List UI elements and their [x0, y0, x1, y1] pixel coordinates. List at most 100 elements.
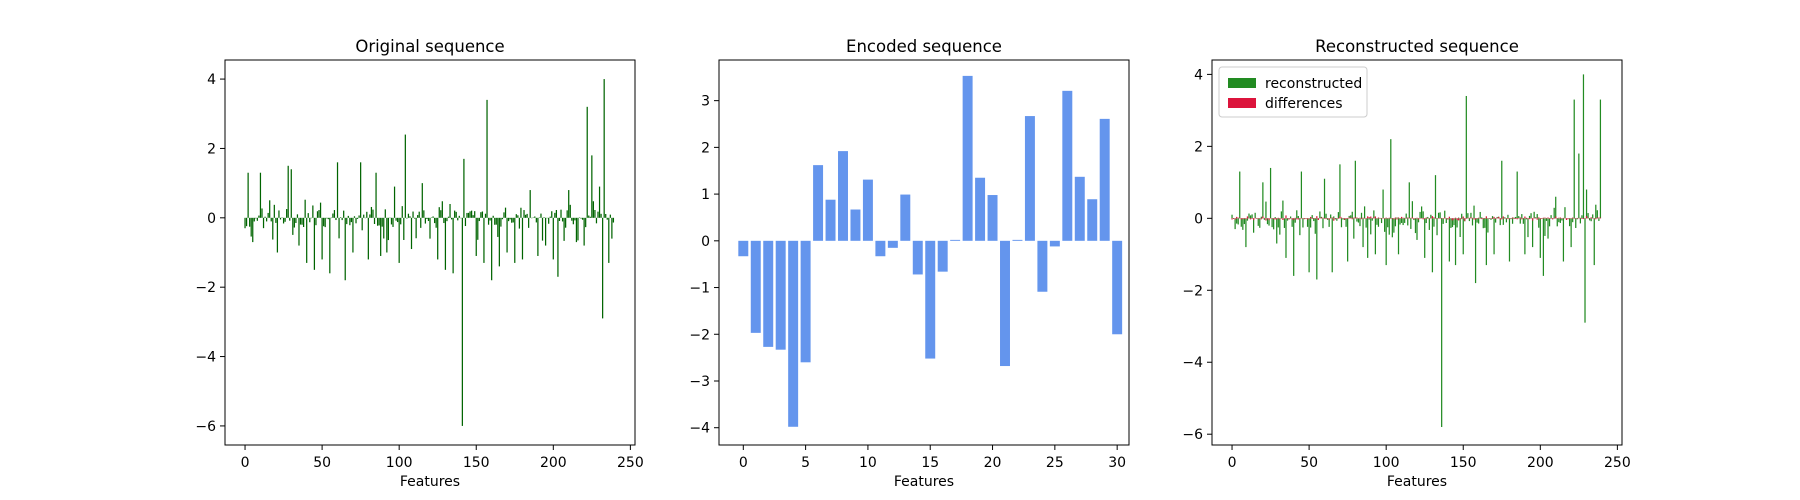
bar-0: [738, 240, 749, 257]
bar-reconstructed-22: [1265, 201, 1267, 219]
bar-differences-208: [1552, 218, 1554, 220]
bar-differences-169: [1491, 218, 1494, 219]
bar-36: [299, 217, 302, 225]
bar-60: [336, 162, 339, 218]
bar-differences-56: [1317, 218, 1319, 221]
bar-154: [481, 211, 484, 218]
bar-111: [415, 217, 417, 239]
bar-differences-110: [1400, 216, 1403, 219]
bar-204: [558, 217, 561, 221]
bar-68: [349, 217, 351, 226]
bar-reconstructed-32: [1280, 211, 1282, 219]
bar-66: [346, 217, 348, 225]
bar-reconstructed-100: [1385, 218, 1387, 266]
bar-172: [509, 217, 511, 220]
bar-178: [518, 217, 521, 229]
bar-reconstructed-45: [1300, 171, 1303, 219]
y-tick-label: 2: [1194, 139, 1203, 155]
x-tick-label: 10: [859, 455, 877, 471]
bar-differences-20: [1262, 216, 1264, 219]
bar-reconstructed-198: [1536, 214, 1538, 219]
bar-156: [484, 213, 487, 218]
bar-differences-58: [1320, 217, 1323, 219]
bar-5: [252, 217, 254, 243]
bar-38: [302, 217, 305, 228]
bar-differences-102: [1388, 217, 1390, 219]
bar-13: [900, 194, 911, 241]
bar-25: [282, 217, 285, 224]
bar-differences-24: [1268, 218, 1270, 221]
bar-103: [403, 217, 405, 240]
bar-differences-114: [1407, 217, 1409, 219]
bar-differences-41: [1294, 217, 1296, 219]
bar-34: [296, 214, 299, 218]
bar-reconstructed-227: [1581, 215, 1583, 219]
bar-reconstructed-174: [1499, 218, 1501, 226]
bar-71: [353, 216, 356, 218]
bar-reconstructed-158: [1474, 218, 1477, 284]
bar-reconstructed-238: [1598, 218, 1600, 221]
bar-135: [452, 217, 454, 274]
bar-differences-33: [1282, 218, 1284, 221]
bar-122: [432, 216, 434, 218]
bar-234: [605, 213, 607, 218]
bar-reconstructed-129: [1430, 214, 1432, 219]
bar-reconstructed-19: [1260, 216, 1262, 219]
bar-reconstructed-124: [1422, 211, 1424, 219]
bar-reconstructed-78: [1351, 211, 1353, 219]
x-axis-label: Features: [894, 474, 954, 490]
bar-reconstructed-74: [1345, 218, 1347, 227]
bar-differences-187: [1519, 217, 1521, 219]
bar-reconstructed-226: [1579, 218, 1581, 224]
bar-15: [267, 212, 269, 218]
y-tick-label: −2: [1182, 283, 1203, 299]
bar-181: [523, 210, 525, 218]
plot-area: [244, 79, 615, 426]
bar-108: [410, 217, 413, 250]
bar-225: [591, 155, 593, 218]
bar-95: [390, 217, 393, 225]
bar-7: [825, 199, 836, 241]
bar-reconstructed-153: [1467, 213, 1469, 219]
bar-221: [585, 217, 587, 228]
bar-49: [319, 202, 322, 218]
bar-reconstructed-63: [1328, 218, 1330, 227]
bar-reconstructed-90: [1370, 218, 1372, 235]
bar-26: [1062, 90, 1073, 241]
bar-reconstructed-175: [1501, 160, 1503, 219]
bar-90: [383, 217, 385, 239]
bar-99: [397, 217, 399, 223]
bar-197: [548, 217, 550, 224]
bar-reconstructed-110: [1400, 218, 1403, 223]
bar-237: [609, 214, 611, 218]
bar-reconstructed-95: [1377, 218, 1380, 227]
bar-143: [464, 217, 467, 227]
bar-202: [555, 209, 558, 218]
bar-differences-19: [1260, 218, 1262, 220]
bar-63: [341, 217, 343, 221]
axes-frame: [224, 59, 636, 446]
bar-128: [441, 201, 443, 218]
bar-reconstructed-178: [1505, 218, 1508, 223]
bar-differences-236: [1595, 218, 1597, 220]
bar-differences-170: [1493, 216, 1495, 219]
bar-differences-55: [1316, 216, 1318, 219]
bar-differences-87: [1365, 218, 1367, 219]
bar-reconstructed-232: [1589, 218, 1591, 221]
bar-reconstructed-142: [1450, 218, 1452, 228]
bar-reconstructed-108: [1397, 218, 1400, 255]
bar-reconstructed-2: [1234, 218, 1236, 230]
bar-differences-233: [1590, 217, 1592, 219]
bar-105: [406, 217, 408, 219]
bar-175: [514, 217, 516, 263]
bar-reconstructed-197: [1535, 217, 1537, 219]
bar-168: [503, 212, 505, 218]
bar-reconstructed-194: [1530, 213, 1532, 219]
bar-194: [543, 217, 545, 218]
bar-70: [352, 217, 354, 253]
bar-20: [987, 195, 998, 241]
bar-53: [326, 217, 328, 219]
bar-differences-228: [1582, 218, 1585, 220]
bar-differences-176: [1502, 216, 1504, 219]
bar-differences-212: [1558, 217, 1560, 219]
